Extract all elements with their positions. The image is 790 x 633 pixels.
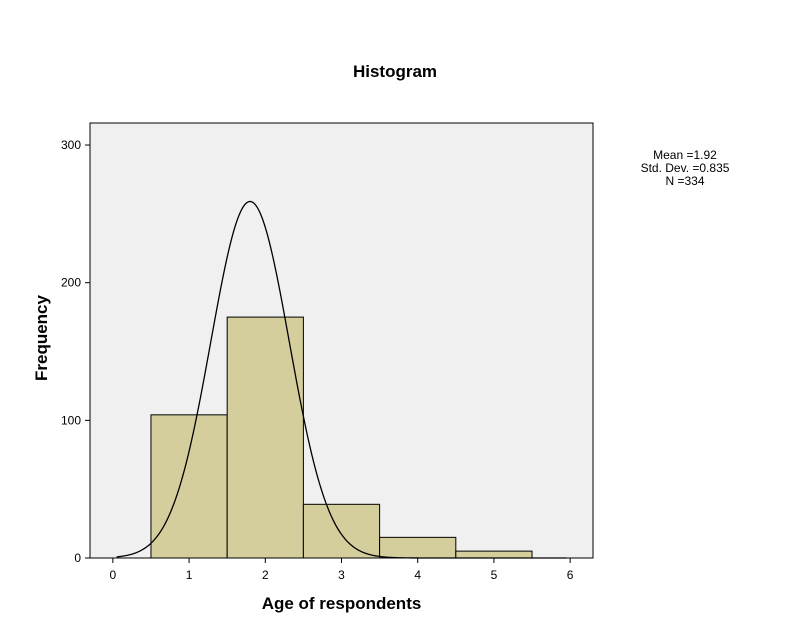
x-tick-label-1: 1 <box>186 568 193 582</box>
bars-layer <box>150 316 533 559</box>
x-tick-label-6: 6 <box>567 568 574 582</box>
histogram-bar-1 <box>150 414 228 559</box>
stat-n: N =334 <box>665 174 705 188</box>
x-tick-label-2: 2 <box>262 568 269 582</box>
normal-curve <box>116 200 567 559</box>
x-axis: 0 1 2 3 4 5 6 <box>110 558 574 582</box>
y-axis: 0 100 200 300 <box>61 138 90 565</box>
y-tick-label-300: 300 <box>61 138 81 152</box>
histogram-bar-4 <box>379 536 457 559</box>
y-tick-label-0: 0 <box>74 551 81 565</box>
stat-mean: Mean =1.92 <box>653 148 717 162</box>
y-axis-label: Frequency <box>32 295 51 381</box>
stat-std-dev: Std. Dev. =0.835 <box>640 161 730 175</box>
x-tick-label-5: 5 <box>491 568 498 582</box>
histogram-bar-5 <box>455 550 533 559</box>
x-axis-label: Age of respondents <box>261 594 422 613</box>
x-tick-label-3: 3 <box>338 568 345 582</box>
y-tick-label-100: 100 <box>61 413 81 427</box>
x-tick-label-0: 0 <box>110 568 117 582</box>
histogram-bar-2 <box>226 316 304 559</box>
x-tick-label-4: 4 <box>414 568 421 582</box>
chart-title: Histogram <box>352 62 438 81</box>
y-tick-label-200: 200 <box>61 276 81 290</box>
histogram-bar-3 <box>302 503 381 559</box>
stats-box: Mean =1.92 Std. Dev. =0.835 N =334 <box>620 149 750 188</box>
